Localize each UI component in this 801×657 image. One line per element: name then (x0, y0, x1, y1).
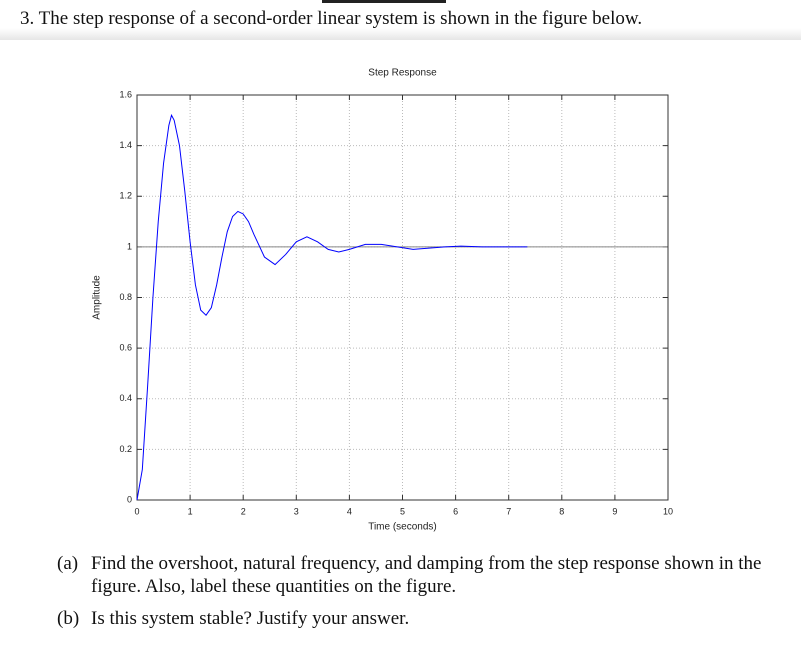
x-axis-label: Time (seconds) (368, 522, 437, 533)
question: 3. The step response of a second-order l… (20, 8, 642, 30)
x-tick-label: 3 (294, 506, 299, 516)
y-tick-label: 0 (127, 494, 132, 504)
part-a: (a) Find the overshoot, natural frequency… (57, 553, 777, 598)
y-tick-label: 1.4 (119, 140, 132, 150)
y-tick-label: 0.2 (119, 444, 132, 454)
top-bar (322, 0, 446, 3)
x-tick-label: 10 (663, 506, 673, 516)
part-b: (b) Is this system stable? Justify your a… (57, 608, 777, 630)
plot-frame (136, 94, 669, 501)
y-axis-label: Amplitude (92, 275, 103, 320)
x-tick-label: 2 (241, 506, 246, 516)
question-text: The step response of a second-order line… (38, 8, 643, 29)
x-tick-label: 5 (400, 506, 405, 516)
plot-area (137, 95, 668, 500)
y-tick-label: 0.8 (119, 292, 132, 302)
response-line (136, 113, 528, 501)
question-number: 3. (20, 8, 35, 29)
x-tick-label: 7 (506, 506, 511, 516)
x-tick-label: 0 (134, 506, 139, 516)
x-tick-label: 6 (453, 506, 458, 516)
x-tick-label: 4 (347, 506, 352, 516)
part-text: Find the overshoot, natural frequency, a… (91, 553, 762, 597)
x-tick-label: 1 (188, 506, 193, 516)
part-label: (b) (57, 608, 80, 629)
part-label: (a) (57, 553, 79, 574)
y-tick-label: 1.6 (119, 89, 132, 99)
x-tick-label: 9 (612, 506, 617, 516)
chart: 0 0.2 0.4 0.6 0.8 1 1.2 1.4 1.6 0 1 2 3 4 5 6 7 8 9 10 Step … (92, 68, 673, 533)
y-tick-label: 1.2 (119, 191, 132, 201)
y-tick-label: 1 (127, 241, 132, 251)
x-tick-label: 8 (559, 506, 564, 516)
y-tick-label: 0.6 (119, 343, 132, 353)
chart-title: Step Response (368, 68, 437, 79)
y-tick-label: 0.4 (119, 393, 132, 403)
header-band (0, 0, 801, 40)
part-text: Is this system stable? Justify your answ… (91, 608, 410, 629)
